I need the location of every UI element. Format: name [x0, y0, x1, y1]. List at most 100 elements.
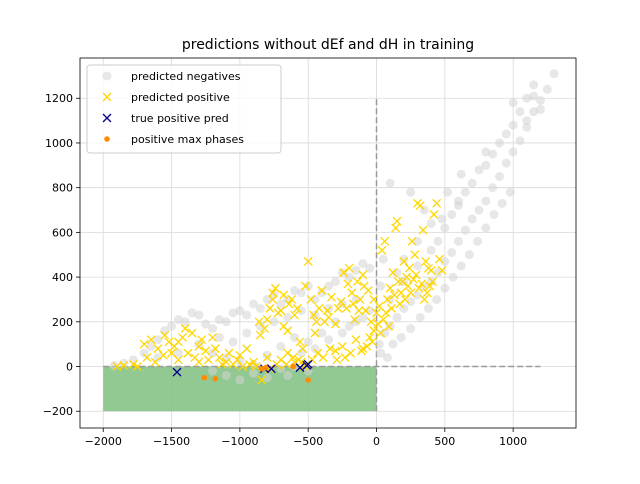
data-point — [406, 324, 416, 334]
shaded-region-layer — [103, 366, 377, 412]
data-point — [333, 303, 343, 313]
legend-marker — [102, 113, 112, 123]
data-point — [399, 254, 409, 264]
data-point — [262, 350, 272, 360]
data-point — [244, 359, 254, 369]
data-point — [467, 214, 477, 224]
data-point — [382, 353, 392, 363]
data-point — [406, 297, 416, 307]
data-point — [378, 315, 388, 325]
data-point — [279, 290, 289, 300]
data-point — [212, 376, 219, 382]
data-point — [355, 294, 365, 304]
data-point — [501, 158, 511, 168]
data-point — [396, 332, 406, 342]
data-point — [242, 310, 252, 320]
data-point — [228, 337, 238, 347]
data-point — [283, 370, 293, 380]
data-point — [437, 265, 447, 275]
data-point — [331, 319, 340, 329]
data-point — [160, 330, 170, 340]
data-point — [265, 303, 275, 313]
y-tick-label: 200 — [52, 316, 73, 329]
data-point — [422, 288, 432, 298]
data-point — [348, 299, 358, 309]
data-point — [337, 328, 347, 338]
data-point — [255, 321, 265, 331]
x-tick-label: 1000 — [499, 435, 527, 448]
data-point — [214, 353, 224, 363]
data-point — [331, 346, 340, 356]
y-tick-label: 0 — [66, 361, 73, 374]
data-point — [242, 328, 252, 338]
data-point — [434, 254, 444, 264]
data-point — [318, 353, 328, 363]
data-point — [153, 353, 163, 363]
data-point — [372, 308, 381, 318]
data-point — [522, 93, 532, 103]
data-point — [268, 294, 278, 304]
data-point — [287, 294, 297, 304]
data-point — [295, 363, 305, 373]
data-point — [456, 169, 466, 179]
data-point — [305, 377, 311, 383]
data-point — [392, 216, 402, 226]
data-point — [326, 292, 336, 302]
data-point — [262, 315, 272, 325]
data-point — [398, 277, 407, 287]
data-point — [257, 375, 267, 385]
data-point — [392, 268, 402, 278]
data-point — [273, 308, 283, 318]
data-point — [180, 324, 190, 333]
data-point — [317, 288, 327, 298]
data-point — [359, 281, 369, 291]
data-point — [369, 326, 379, 336]
data-point — [217, 359, 227, 369]
data-point — [357, 346, 366, 356]
data-point — [167, 348, 177, 358]
data-point — [426, 245, 436, 255]
legend-box — [86, 64, 282, 154]
x-tick-label: −1500 — [153, 435, 190, 448]
data-point — [378, 254, 388, 264]
data-point — [266, 364, 276, 374]
data-point — [481, 160, 491, 170]
data-point — [208, 332, 217, 342]
shaded-region — [103, 366, 377, 412]
data-point — [238, 362, 248, 371]
data-point — [139, 339, 149, 349]
data-point — [332, 355, 342, 365]
legend-marker — [104, 136, 110, 142]
data-point — [194, 341, 204, 351]
y-tick-label: 1000 — [45, 137, 73, 150]
data-point — [542, 84, 552, 94]
data-point — [354, 306, 364, 316]
data-point — [183, 348, 193, 358]
data-point — [210, 344, 220, 354]
data-point — [254, 317, 264, 327]
data-point — [208, 366, 218, 376]
data-point — [119, 358, 129, 368]
data-point — [474, 205, 484, 215]
data-point — [412, 261, 422, 271]
x-tick-label: 500 — [434, 435, 455, 448]
data-point — [290, 286, 300, 296]
data-point — [453, 236, 463, 246]
data-point — [460, 225, 470, 235]
data-point — [235, 350, 245, 360]
data-point — [283, 326, 293, 336]
data-point — [408, 274, 418, 284]
data-point — [488, 149, 498, 159]
data-point — [235, 306, 245, 316]
data-point — [344, 272, 354, 282]
data-point — [214, 332, 224, 342]
data-point — [418, 225, 428, 235]
data-point — [437, 214, 447, 224]
data-point — [399, 256, 409, 266]
data-point — [426, 265, 436, 275]
data-point — [298, 344, 308, 354]
data-point — [153, 335, 163, 345]
data-point — [262, 373, 272, 383]
data-point — [249, 299, 259, 309]
data-point — [221, 317, 231, 327]
